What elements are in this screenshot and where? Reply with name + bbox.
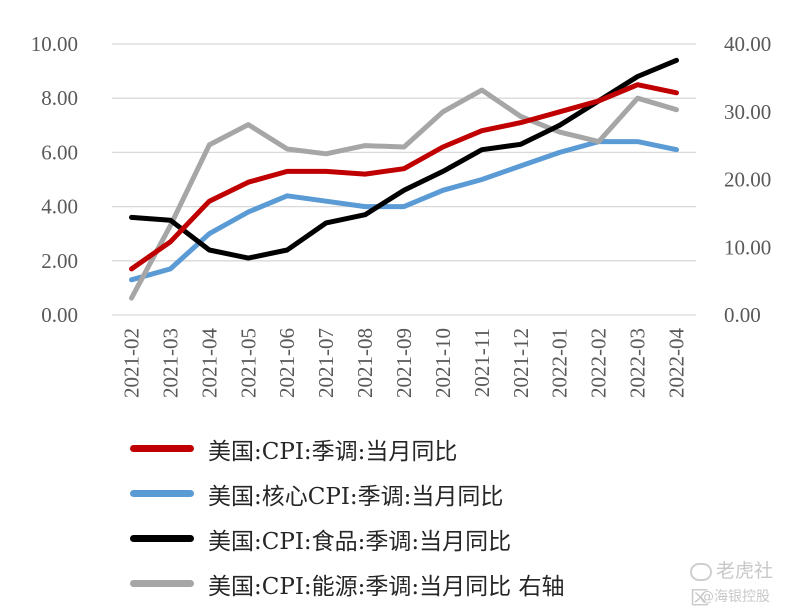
series-line-2 [129,57,679,261]
right-y-tick-label: 30.00 [724,100,771,124]
x-tick-label: 2022-01 [548,328,572,398]
x-tick-label: 2021-10 [431,328,455,398]
watermark-logo: 老虎社区 [690,556,791,610]
legend-label: 美国:CPI:季调:当月同比 [208,438,458,465]
right-y-axis: 0.00 10.00 20.00 30.00 40.00 [724,32,771,327]
left-y-tick-label: 4.00 [41,195,78,219]
legend-swatch [130,490,194,497]
x-tick-label: 2021-03 [158,328,182,398]
x-tick-label: 2021-12 [509,328,533,398]
legend-swatch [130,535,194,542]
legend-item: 美国:CPI:能源:季调:当月同比 右轴 [130,561,564,606]
left-y-tick-label: 2.00 [41,249,78,273]
x-tick-label: 2021-05 [236,328,260,398]
series-line-1 [129,139,679,283]
legend-swatch [130,580,194,587]
chat-bubble-icon [690,562,712,581]
x-tick-label: 2021-06 [275,328,299,398]
left-y-tick-label: 0.00 [41,303,78,327]
left-y-tick-label: 6.00 [41,140,78,164]
x-tick-label: 2021-02 [119,328,143,398]
left-y-axis: 0.00 2.00 4.00 6.00 8.00 10.00 [31,32,78,327]
legend-item: 美国:核心CPI:季调:当月同比 [130,471,564,516]
x-tick-label: 2021-11 [470,328,494,397]
legend-label: 美国:CPI:能源:季调:当月同比 右轴 [208,573,565,600]
left-y-tick-label: 10.00 [31,32,78,56]
x-tick-label: 2022-03 [626,328,650,398]
legend-item: 美国:CPI:食品:季调:当月同比 [130,516,564,561]
x-tick-label: 2022-02 [587,328,611,398]
x-tick-label: 2021-09 [392,328,416,398]
x-tick-label: 2021-04 [197,328,221,398]
x-axis: 2021-02 2021-03 2021-04 2021-05 2021-06 2021-… [119,328,688,398]
legend-label: 美国:核心CPI:季调:当月同比 [208,483,504,510]
gridlines [112,43,696,316]
watermark-handle: @海银控股 [700,589,770,605]
series-lines [129,57,679,301]
x-tick-label: 2022-04 [665,328,689,398]
legend: 美国:CPI:季调:当月同比美国:核心CPI:季调:当月同比 美国:CPI:食品:… [130,426,564,606]
legend-item: 美国:CPI:季调:当月同比 [130,426,564,471]
x-tick-label: 2021-08 [353,328,377,398]
legend-label: 美国:CPI:食品:季调:当月同比 [208,528,512,555]
right-y-tick-label: 0.00 [724,303,761,327]
right-y-tick-label: 40.00 [724,32,771,56]
right-y-tick-label: 10.00 [724,235,771,259]
legend-swatch [130,445,194,452]
series-line-0 [129,82,679,272]
x-tick-label: 2021-07 [314,328,338,398]
watermark-text: 老虎社区 [690,560,774,609]
series-line-3 [129,87,679,301]
left-y-tick-label: 8.00 [41,86,78,110]
chart-canvas: 0.00 2.00 4.00 6.00 8.00 10.00 0.00 10.00 20.00… [31,32,772,398]
right-y-tick-label: 20.00 [724,168,771,192]
